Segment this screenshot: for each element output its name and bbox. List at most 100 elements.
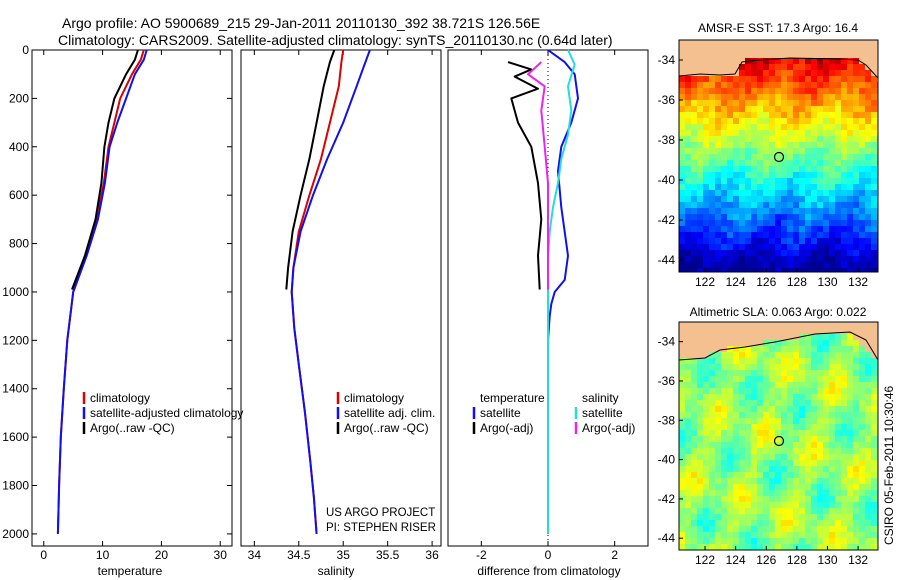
sst-cell bbox=[817, 160, 824, 167]
sst-cell bbox=[817, 82, 824, 89]
sst-cell bbox=[793, 40, 800, 47]
sla-cell bbox=[751, 502, 758, 509]
sla-cell bbox=[679, 400, 686, 407]
sst-cell bbox=[805, 160, 812, 167]
sst-cell bbox=[685, 250, 692, 257]
sst-cell bbox=[817, 262, 824, 269]
sla-cell bbox=[853, 358, 860, 365]
sst-cell bbox=[811, 214, 818, 221]
sla-cell bbox=[751, 472, 758, 479]
sst-cell bbox=[697, 88, 704, 95]
sla-cell bbox=[799, 436, 806, 443]
sla-cell bbox=[799, 520, 806, 527]
sst-cell bbox=[727, 196, 734, 203]
sla-cell bbox=[721, 358, 728, 365]
sst-cell bbox=[757, 130, 764, 137]
sst-cell bbox=[721, 112, 728, 119]
sst-cell bbox=[799, 58, 806, 65]
sst-cell bbox=[691, 76, 698, 83]
sla-cell bbox=[685, 538, 692, 545]
sst-cell bbox=[775, 46, 782, 53]
sst-cell bbox=[871, 244, 878, 251]
sla-cell bbox=[805, 328, 812, 335]
sst-cell bbox=[823, 160, 830, 167]
sst-cell bbox=[829, 196, 836, 203]
sla-cell bbox=[817, 430, 824, 437]
sst-cell bbox=[679, 178, 686, 185]
sst-cell bbox=[715, 238, 722, 245]
sla-cell bbox=[829, 352, 836, 359]
sst-cell bbox=[811, 112, 818, 119]
sla-cell bbox=[835, 478, 842, 485]
sla-cell bbox=[715, 532, 722, 539]
sst-cell bbox=[697, 220, 704, 227]
sla-cell bbox=[817, 334, 824, 341]
sla-cell bbox=[721, 370, 728, 377]
sst-cell bbox=[775, 232, 782, 239]
sst-cell bbox=[727, 142, 734, 149]
sst-cell bbox=[841, 82, 848, 89]
map-y-tick-label: -34 bbox=[658, 335, 676, 349]
sst-cell bbox=[787, 64, 794, 71]
sst-cell bbox=[721, 130, 728, 137]
sst-cell bbox=[733, 238, 740, 245]
sst-cell bbox=[691, 262, 698, 269]
map-y-tick-label: -44 bbox=[658, 531, 676, 545]
sst-cell bbox=[703, 178, 710, 185]
sst-cell bbox=[829, 256, 836, 263]
sla-cell bbox=[763, 322, 770, 329]
sst-cell bbox=[811, 154, 818, 161]
sst-cell bbox=[757, 136, 764, 143]
sla-cell bbox=[703, 442, 710, 449]
sst-cell bbox=[703, 100, 710, 107]
sst-cell bbox=[799, 268, 806, 272]
sst-cell bbox=[847, 238, 854, 245]
sla-cell bbox=[859, 406, 866, 413]
sst-cell bbox=[799, 100, 806, 107]
sla-cell bbox=[691, 538, 698, 545]
sst-cell bbox=[793, 82, 800, 89]
sst-cell bbox=[715, 250, 722, 257]
sst-cell bbox=[757, 208, 764, 215]
sst-cell bbox=[853, 130, 860, 137]
sla-cell bbox=[769, 448, 776, 455]
sst-cell bbox=[823, 166, 830, 173]
sla-cell bbox=[853, 508, 860, 515]
sst-cell bbox=[799, 196, 806, 203]
sla-cell bbox=[775, 382, 782, 389]
sst-cell bbox=[823, 106, 830, 113]
sst-cell bbox=[805, 112, 812, 119]
sla-cell bbox=[781, 484, 788, 491]
sla-cell bbox=[727, 382, 734, 389]
sla-cell bbox=[853, 538, 860, 545]
sla-cell bbox=[739, 352, 746, 359]
sla-cell bbox=[733, 532, 740, 539]
sst-cell bbox=[709, 160, 716, 167]
sla-cell bbox=[679, 382, 686, 389]
sla-cell bbox=[793, 454, 800, 461]
sla-cell bbox=[793, 352, 800, 359]
sst-cell bbox=[721, 70, 728, 77]
sla-cell bbox=[799, 454, 806, 461]
sst-cell bbox=[865, 46, 872, 53]
sst-cell bbox=[745, 112, 752, 119]
sst-cell bbox=[697, 232, 704, 239]
project-label: US ARGO PROJECT bbox=[326, 507, 435, 519]
sla-cell bbox=[847, 394, 854, 401]
sla-cell bbox=[733, 328, 740, 335]
sla-cell bbox=[823, 514, 830, 521]
sst-cell bbox=[769, 76, 776, 83]
sst-cell bbox=[691, 124, 698, 131]
sst-cell bbox=[871, 58, 878, 65]
sla-cell bbox=[715, 436, 722, 443]
sla-cell bbox=[823, 454, 830, 461]
sla-cell bbox=[733, 490, 740, 497]
sla-cell bbox=[859, 424, 866, 431]
sla-cell bbox=[829, 406, 836, 413]
sla-cell bbox=[829, 490, 836, 497]
sla-cell bbox=[787, 448, 794, 455]
sla-cell bbox=[829, 478, 836, 485]
sla-cell bbox=[817, 538, 824, 545]
sla-cell bbox=[811, 544, 818, 550]
sla-cell bbox=[721, 328, 728, 335]
